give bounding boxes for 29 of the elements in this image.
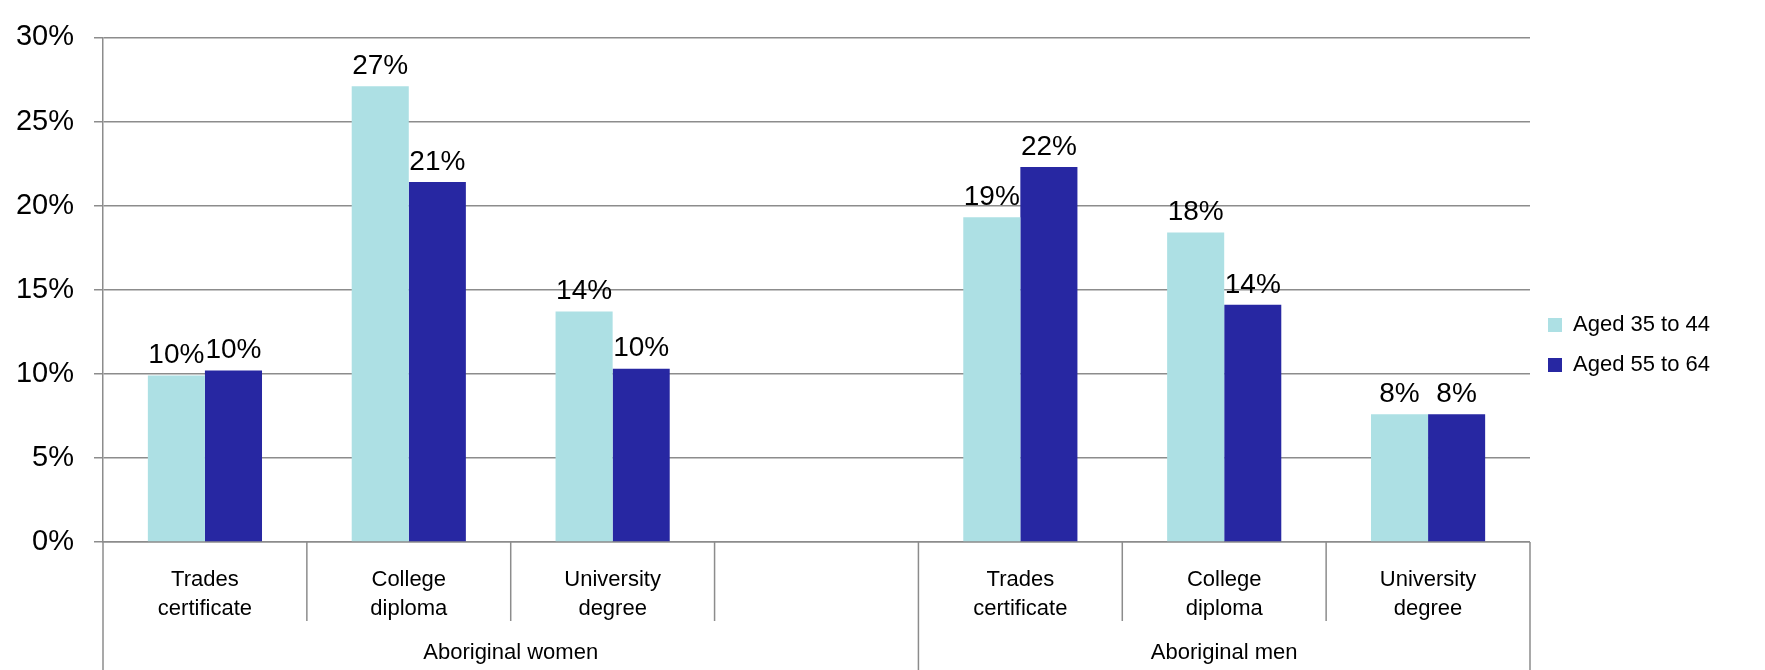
data-label: 18% xyxy=(1167,195,1224,227)
y-tick-label: 20% xyxy=(15,187,74,220)
data-label: 21% xyxy=(409,144,466,176)
y-tick-label: 5% xyxy=(32,439,74,472)
data-label: 10% xyxy=(613,331,670,363)
x-tick-label: Trades certificate xyxy=(157,566,253,620)
x-tick-label: University degree xyxy=(564,566,661,620)
x-tick-label: Trades certificate xyxy=(973,566,1068,620)
text: Aboriginal women xyxy=(423,639,599,665)
legend-label: Aged 35 to 44 xyxy=(1572,311,1711,337)
data-label: 22% xyxy=(1020,129,1077,161)
data-label: 8% xyxy=(1379,376,1420,408)
legend-label: Aged 55 to 64 xyxy=(1572,351,1711,377)
y-tick-label: 30% xyxy=(15,19,74,52)
data-label: 14% xyxy=(1224,267,1281,299)
text: Aboriginal men xyxy=(1150,639,1298,665)
data-label: 8% xyxy=(1436,376,1477,408)
data-label: 10% xyxy=(148,338,205,370)
data-label: 27% xyxy=(352,48,409,80)
x-tick-label: College diploma xyxy=(1185,566,1264,620)
x-tick-label: College diploma xyxy=(370,566,449,620)
y-tick-label: 15% xyxy=(15,271,74,304)
data-label: 19% xyxy=(963,180,1020,212)
y-tick-label: 25% xyxy=(15,103,74,136)
y-tick-label: 10% xyxy=(15,355,74,388)
x-tick-label: University degree xyxy=(1379,566,1477,620)
data-label: 14% xyxy=(556,274,613,306)
data-label: 10% xyxy=(205,333,262,365)
y-tick-label: 0% xyxy=(32,524,74,556)
